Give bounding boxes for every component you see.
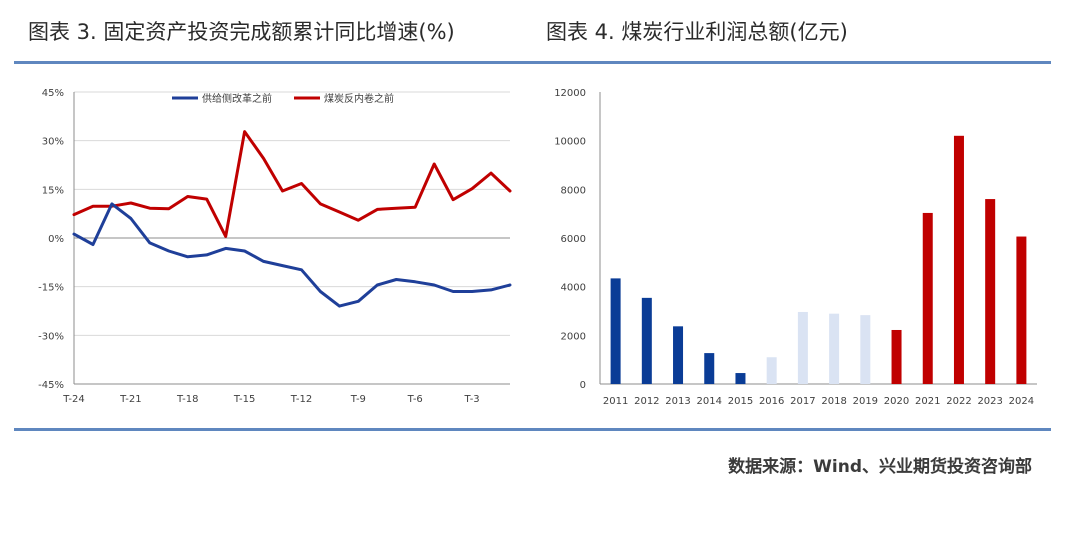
data-source-note: 数据来源：Wind、兴业期货投资咨询部 [728, 457, 1032, 477]
bottom-divider [14, 428, 1051, 431]
x-tick-label: T-9 [350, 394, 366, 405]
bar [766, 357, 777, 384]
x-tick-label: 2020 [884, 396, 909, 407]
x-tick-label: 2018 [821, 396, 846, 407]
x-tick-label: T-21 [119, 394, 142, 405]
figure-3-title: 图表 3. 固定资产投资完成额累计同比增速(%) [28, 20, 455, 44]
right-axes [599, 92, 1037, 385]
bar [641, 297, 652, 384]
figure-4-title: 图表 4. 煤炭行业利润总额(亿元) [546, 20, 848, 44]
series-line [72, 202, 512, 308]
y-tick-label: 4000 [561, 283, 586, 294]
bar [704, 353, 715, 384]
bar [953, 135, 964, 384]
y-tick-label: 0% [48, 234, 64, 245]
legend-label: 供给侧改革之前 [202, 92, 272, 105]
coal-profit-bar-chart: 12000 10000 8000 6000 4000 2000 0 2011 2012 2013… [554, 88, 1037, 407]
y-tick-label: 6000 [561, 234, 586, 245]
bar [673, 326, 684, 384]
y-tick-label: -30% [38, 331, 64, 342]
right-y-tick-labels: 12000 10000 8000 6000 4000 2000 0 [554, 88, 586, 391]
x-tick-label: 2011 [603, 396, 628, 407]
y-tick-label: 2000 [561, 331, 586, 342]
bar [610, 278, 621, 384]
bar [797, 311, 808, 384]
bar [922, 212, 933, 384]
left-series-lines [72, 130, 512, 308]
x-tick-label: T-6 [407, 394, 423, 405]
legend-label: 煤炭反内卷之前 [324, 92, 394, 105]
y-tick-label: 30% [42, 137, 64, 148]
y-tick-label: -45% [38, 380, 64, 391]
y-tick-label: 8000 [561, 185, 586, 196]
x-tick-label: 2012 [634, 396, 659, 407]
top-divider [14, 61, 1051, 64]
x-tick-label: T-3 [464, 394, 480, 405]
bar [891, 329, 902, 384]
y-tick-label: -15% [38, 283, 64, 294]
x-tick-label: 2017 [790, 396, 815, 407]
x-tick-label: 2013 [665, 396, 690, 407]
left-legend: 供给侧改革之前 煤炭反内卷之前 [172, 92, 394, 105]
x-tick-label: T-18 [176, 394, 199, 405]
x-tick-label: 2019 [853, 396, 878, 407]
bar [735, 373, 746, 384]
series-line [72, 130, 512, 238]
y-tick-label: 12000 [554, 88, 586, 99]
y-tick-label: 15% [42, 185, 64, 196]
left-x-tick-labels: T-24 T-21 T-18 T-15 T-12 T-9 T-6 T-3 [62, 394, 479, 405]
bar [1016, 236, 1027, 384]
y-tick-label: 10000 [554, 137, 586, 148]
fixed-asset-investment-line-chart: 45% 30% 15% 0% -15% -30% -45% T-24 T-21 T-18 T-15… [38, 88, 512, 405]
x-tick-label: 2022 [946, 396, 971, 407]
x-tick-label: T-12 [290, 394, 313, 405]
x-tick-label: 2014 [697, 396, 722, 407]
y-tick-label: 45% [42, 88, 64, 99]
x-tick-label: 2016 [759, 396, 784, 407]
right-bars [610, 135, 1027, 384]
left-y-tick-labels: 45% 30% 15% 0% -15% -30% -45% [38, 88, 64, 391]
right-x-tick-labels: 2011 2012 2013 2014 2015 2016 2017 2018 2019 2020… [603, 396, 1034, 407]
bar [860, 315, 871, 384]
x-tick-label: T-24 [62, 394, 85, 405]
x-tick-label: 2015 [728, 396, 753, 407]
x-tick-label: 2024 [1009, 396, 1034, 407]
bar [829, 313, 840, 384]
x-tick-label: T-15 [233, 394, 256, 405]
left-gridlines [74, 91, 510, 336]
y-tick-label: 0 [580, 380, 586, 391]
x-tick-label: 2023 [977, 396, 1002, 407]
bar [985, 199, 996, 384]
left-axes [73, 92, 510, 385]
x-tick-label: 2021 [915, 396, 940, 407]
